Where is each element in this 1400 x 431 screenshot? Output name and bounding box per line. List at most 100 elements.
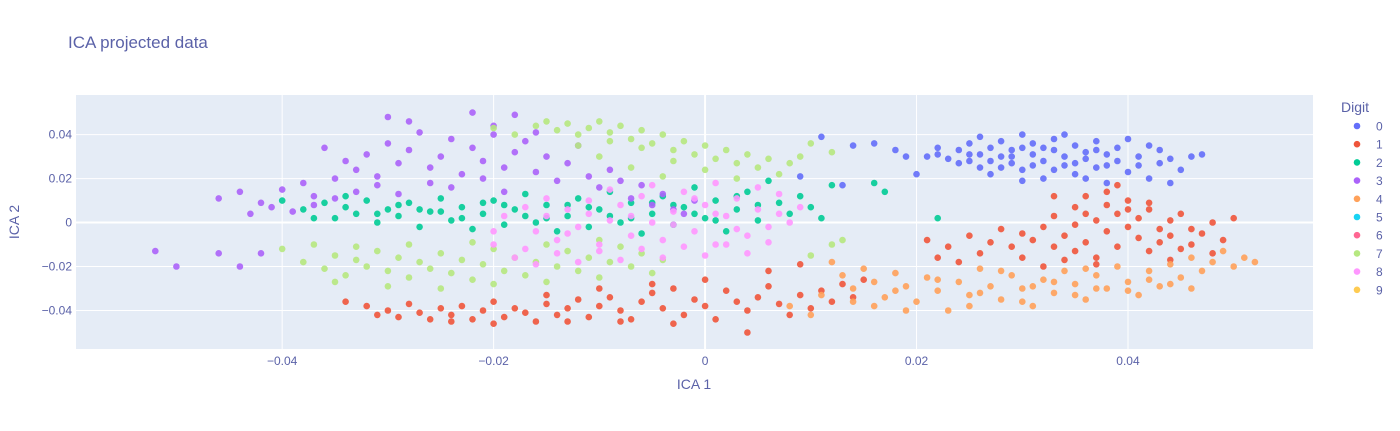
data-point-digit-1[interactable] <box>448 311 455 319</box>
data-point-digit-0[interactable] <box>1050 166 1058 174</box>
data-point-digit-1[interactable] <box>1029 236 1037 244</box>
data-point-digit-8[interactable] <box>680 243 688 250</box>
data-point-digit-1[interactable] <box>564 318 571 325</box>
data-point-digit-0[interactable] <box>1124 168 1132 176</box>
data-point-digit-1[interactable] <box>1103 188 1111 196</box>
data-point-digit-3[interactable] <box>300 179 307 187</box>
data-point-digit-1[interactable] <box>934 254 941 261</box>
data-point-digit-3[interactable] <box>363 151 371 158</box>
data-point-digit-8[interactable] <box>670 221 677 228</box>
data-point-digit-8[interactable] <box>796 203 804 211</box>
data-point-digit-3[interactable] <box>532 168 540 176</box>
data-point-digit-1[interactable] <box>670 285 677 292</box>
data-point-digit-8[interactable] <box>670 208 677 215</box>
data-point-digit-7[interactable] <box>374 247 381 255</box>
data-point-digit-2[interactable] <box>765 177 772 185</box>
data-point-digit-1[interactable] <box>1230 214 1237 222</box>
data-point-digit-3[interactable] <box>437 153 445 160</box>
data-point-digit-3[interactable] <box>310 192 318 200</box>
data-point-digit-2[interactable] <box>680 203 688 211</box>
data-point-digit-4[interactable] <box>1219 247 1227 255</box>
data-point-digit-7[interactable] <box>437 250 445 257</box>
data-point-digit-1[interactable] <box>1061 232 1068 239</box>
data-point-digit-2[interactable] <box>500 201 508 209</box>
data-point-digit-1[interactable] <box>1219 236 1227 244</box>
data-point-digit-0[interactable] <box>1040 175 1047 182</box>
data-point-digit-0[interactable] <box>934 144 941 152</box>
data-point-digit-2[interactable] <box>479 199 487 207</box>
data-point-digit-1[interactable] <box>744 307 751 314</box>
data-point-digit-1[interactable] <box>1114 181 1121 189</box>
data-point-digit-3[interactable] <box>564 159 571 167</box>
data-point-digit-2[interactable] <box>490 197 497 204</box>
data-point-digit-0[interactable] <box>892 146 899 154</box>
data-point-digit-8[interactable] <box>585 210 593 218</box>
data-point-digit-4[interactable] <box>923 274 931 281</box>
data-point-digit-2[interactable] <box>331 214 339 222</box>
data-point-digit-7[interactable] <box>426 265 434 273</box>
data-point-digit-7[interactable] <box>807 140 815 147</box>
data-point-digit-8[interactable] <box>701 252 709 259</box>
data-point-digit-1[interactable] <box>1124 197 1132 204</box>
data-point-digit-7[interactable] <box>469 276 476 284</box>
data-point-digit-2[interactable] <box>395 212 402 220</box>
legend-label[interactable]: 0 <box>1376 120 1383 134</box>
data-point-digit-1[interactable] <box>1209 250 1216 257</box>
data-point-digit-7[interactable] <box>712 155 719 163</box>
data-point-digit-1[interactable] <box>691 296 698 303</box>
data-point-digit-4[interactable] <box>860 265 867 273</box>
data-point-digit-2[interactable] <box>543 201 550 209</box>
data-point-digit-1[interactable] <box>1167 217 1174 224</box>
data-point-digit-8[interactable] <box>564 206 571 213</box>
data-point-digit-1[interactable] <box>765 267 772 275</box>
data-point-digit-2[interactable] <box>416 223 423 231</box>
data-point-digit-4[interactable] <box>976 265 984 273</box>
data-point-digit-7[interactable] <box>553 126 561 134</box>
data-point-digit-7[interactable] <box>659 131 667 138</box>
data-point-digit-8[interactable] <box>553 250 561 257</box>
data-point-digit-2[interactable] <box>321 199 328 207</box>
data-point-digit-1[interactable] <box>448 318 455 325</box>
data-point-digit-4[interactable] <box>1167 261 1174 268</box>
data-point-digit-2[interactable] <box>352 210 360 218</box>
data-point-digit-4[interactable] <box>944 307 952 314</box>
data-point-digit-0[interactable] <box>1103 179 1111 187</box>
data-point-digit-1[interactable] <box>1198 230 1206 237</box>
data-point-digit-7[interactable] <box>574 131 582 138</box>
data-point-digit-4[interactable] <box>892 287 899 295</box>
data-point-digit-2[interactable] <box>479 210 487 218</box>
data-point-digit-3[interactable] <box>596 184 603 191</box>
data-point-digit-7[interactable] <box>500 267 508 275</box>
data-point-digit-1[interactable] <box>955 258 963 266</box>
data-point-digit-2[interactable] <box>522 190 529 198</box>
data-point-digit-2[interactable] <box>617 219 624 226</box>
data-point-digit-0[interactable] <box>1029 140 1037 147</box>
data-point-digit-1[interactable] <box>670 320 677 328</box>
data-point-digit-4[interactable] <box>1082 265 1089 273</box>
data-point-digit-0[interactable] <box>1177 166 1185 174</box>
data-point-digit-1[interactable] <box>395 313 402 321</box>
data-point-digit-1[interactable] <box>1114 243 1121 250</box>
data-point-digit-4[interactable] <box>976 289 984 297</box>
data-point-digit-8[interactable] <box>786 219 793 226</box>
data-point-digit-0[interactable] <box>1167 179 1174 187</box>
data-point-digit-0[interactable] <box>976 164 984 171</box>
data-point-digit-2[interactable] <box>585 223 593 231</box>
data-point-digit-8[interactable] <box>712 241 719 248</box>
data-point-digit-7[interactable] <box>828 241 836 248</box>
data-point-digit-7[interactable] <box>437 285 445 292</box>
data-point-digit-8[interactable] <box>553 236 561 244</box>
data-point-digit-7[interactable] <box>775 170 783 178</box>
data-point-digit-8[interactable] <box>775 210 783 218</box>
data-point-digit-3[interactable] <box>384 140 392 147</box>
data-point-digit-4[interactable] <box>1071 291 1079 299</box>
data-point-digit-1[interactable] <box>342 298 349 306</box>
data-point-digit-0[interactable] <box>955 146 963 154</box>
data-point-digit-7[interactable] <box>617 243 624 250</box>
data-point-digit-8[interactable] <box>744 250 751 257</box>
data-point-digit-2[interactable] <box>532 219 540 226</box>
data-point-digit-0[interactable] <box>1082 175 1089 182</box>
data-point-digit-1[interactable] <box>606 294 614 301</box>
data-point-digit-2[interactable] <box>818 214 825 222</box>
data-point-digit-3[interactable] <box>532 129 540 136</box>
